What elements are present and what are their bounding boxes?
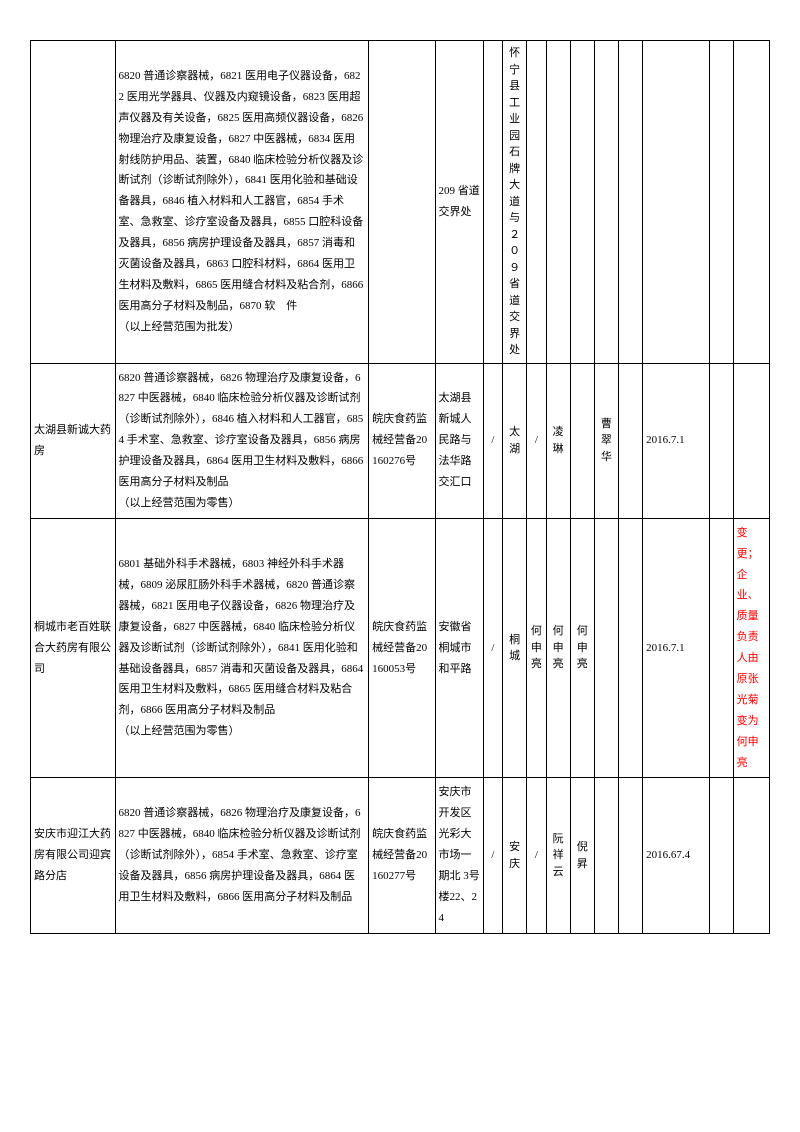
- cell-sep3: [709, 363, 733, 518]
- cell-license: 皖庆食药监械经营备20160053号: [369, 518, 435, 778]
- cell-p3: [594, 778, 618, 933]
- cell-license: [369, 41, 435, 364]
- cell-p3: 曹翠华: [594, 363, 618, 518]
- cell-scope: 6820 普通诊察器械，6821 医用电子仪器设备，6822 医用光学器具、仪器…: [115, 41, 369, 364]
- cell-name: [31, 41, 116, 364]
- cell-note: [733, 41, 769, 364]
- cell-p1: 阮祥云: [546, 778, 570, 933]
- cell-sep1: /: [483, 518, 502, 778]
- cell-date: 2016.7.1: [643, 518, 709, 778]
- cell-addr2: 怀宁县工业园石牌大道与２０９省道交界处: [503, 41, 527, 364]
- cell-addr2: 安庆: [503, 778, 527, 933]
- cell-sep3: [709, 518, 733, 778]
- cell-license: 皖庆食药监械经营备20160277号: [369, 778, 435, 933]
- cell-sep2: /: [527, 363, 546, 518]
- cell-sep2: /: [527, 778, 546, 933]
- cell-p1: 凌琳: [546, 363, 570, 518]
- data-table: 6820 普通诊察器械，6821 医用电子仪器设备，6822 医用光学器具、仪器…: [30, 40, 770, 934]
- cell-license: 皖庆食药监械经营备20160276号: [369, 363, 435, 518]
- cell-date: [643, 41, 709, 364]
- cell-addr2: 太湖: [503, 363, 527, 518]
- cell-note: 变更；企业、质量负责人由原张光菊变为何申亮: [733, 518, 769, 778]
- cell-note: [733, 363, 769, 518]
- cell-name: 安庆市迎江大药房有限公司迎宾路分店: [31, 778, 116, 933]
- cell-addr1: 209 省道交界处: [435, 41, 483, 364]
- cell-p2: [570, 41, 594, 364]
- cell-name: 太湖县新诚大药房: [31, 363, 116, 518]
- cell-empty: [618, 41, 642, 364]
- table-row: 太湖县新诚大药房 6820 普通诊察器械，6826 物理治疗及康复设备，6827…: [31, 363, 770, 518]
- cell-p1: [546, 41, 570, 364]
- cell-p2: 何申亮: [570, 518, 594, 778]
- cell-p3: [594, 41, 618, 364]
- cell-p1: 何申亮: [546, 518, 570, 778]
- table-row: 安庆市迎江大药房有限公司迎宾路分店 6820 普通诊察器械，6826 物理治疗及…: [31, 778, 770, 933]
- cell-name: 桐城市老百姓联合大药房有限公司: [31, 518, 116, 778]
- cell-p2: 倪昇: [570, 778, 594, 933]
- cell-date: 2016.67.4: [643, 778, 709, 933]
- cell-sep2: 何申亮: [527, 518, 546, 778]
- cell-p3: [594, 518, 618, 778]
- table-body: 6820 普通诊察器械，6821 医用电子仪器设备，6822 医用光学器具、仪器…: [31, 41, 770, 934]
- cell-empty: [618, 518, 642, 778]
- cell-sep2: [527, 41, 546, 364]
- cell-sep1: /: [483, 363, 502, 518]
- cell-empty: [618, 363, 642, 518]
- cell-addr1: 安庆市开发区光彩大市场一期北 3号楼22、24: [435, 778, 483, 933]
- cell-addr2: 桐城: [503, 518, 527, 778]
- cell-date: 2016.7.1: [643, 363, 709, 518]
- cell-sep1: /: [483, 778, 502, 933]
- cell-sep3: [709, 41, 733, 364]
- cell-scope: 6801 基础外科手术器械，6803 神经外科手术器械，6809 泌尿肛肠外科手…: [115, 518, 369, 778]
- cell-note: [733, 778, 769, 933]
- cell-empty: [618, 778, 642, 933]
- cell-sep3: [709, 778, 733, 933]
- cell-p2: [570, 363, 594, 518]
- cell-addr1: 安徽省桐城市和平路: [435, 518, 483, 778]
- cell-addr1: 太湖县新城人民路与法华路交汇口: [435, 363, 483, 518]
- cell-scope: 6820 普通诊察器械，6826 物理治疗及康复设备，6827 中医器械，684…: [115, 363, 369, 518]
- table-row: 6820 普通诊察器械，6821 医用电子仪器设备，6822 医用光学器具、仪器…: [31, 41, 770, 364]
- cell-scope: 6820 普通诊察器械，6826 物理治疗及康复设备，6827 中医器械，684…: [115, 778, 369, 933]
- cell-sep1: [483, 41, 502, 364]
- table-row: 桐城市老百姓联合大药房有限公司 6801 基础外科手术器械，6803 神经外科手…: [31, 518, 770, 778]
